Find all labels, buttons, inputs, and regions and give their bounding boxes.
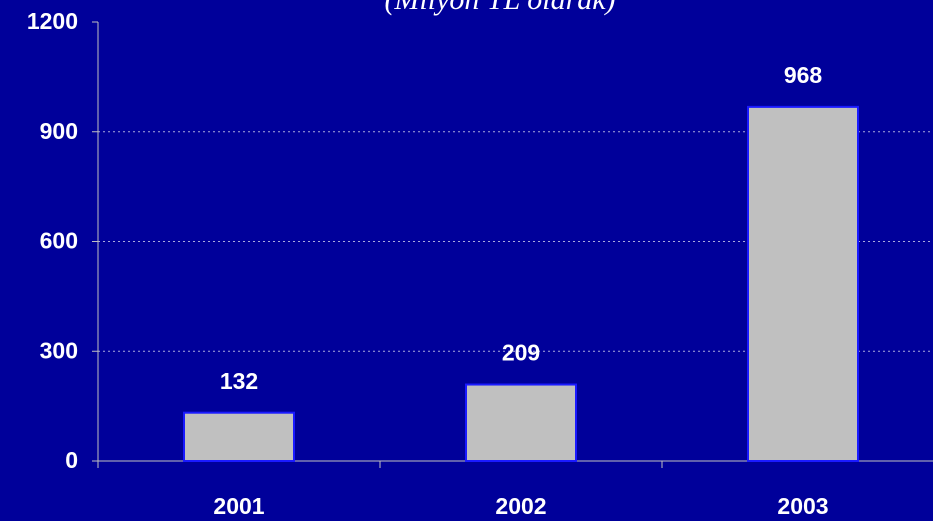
value-label: 968 [784, 62, 823, 88]
x-tick-label: 2002 [495, 493, 546, 519]
y-tick-label: 300 [40, 337, 78, 363]
y-tick-label: 0 [65, 447, 78, 473]
value-label: 209 [502, 340, 540, 366]
y-tick-label: 600 [40, 228, 78, 254]
value-label: 132 [220, 368, 258, 394]
y-tick-label: 900 [40, 118, 78, 144]
bar [465, 383, 577, 462]
bar [183, 411, 295, 462]
x-tick-label: 2001 [213, 493, 264, 519]
x-tick-label: 2003 [777, 493, 828, 519]
bar [747, 105, 859, 463]
y-tick-label: 1200 [27, 8, 78, 34]
chart-subtitle: (Milyon TL olarak) [384, 0, 615, 16]
